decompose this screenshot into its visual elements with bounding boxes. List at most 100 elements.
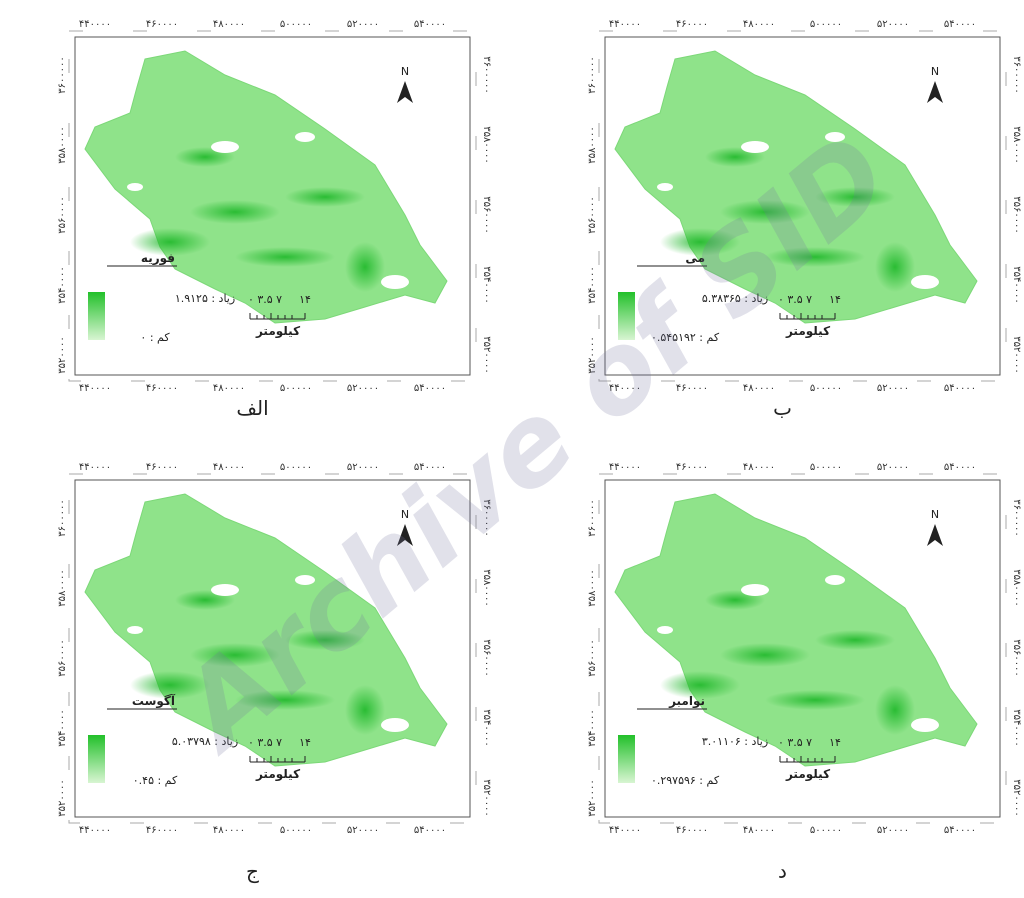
scale-start: ۰ ۳.۵ ۷ (248, 736, 282, 749)
x-tick-label: ۴۸۰۰۰۰ (213, 383, 245, 394)
x-tick-label: ۵۲۰۰۰۰ (877, 383, 909, 394)
x-tick-label: ۴۶۰۰۰۰ (676, 462, 708, 473)
x-tick-label: ۵۴۰۰۰۰ (944, 462, 976, 473)
legend-title: فوریه (141, 251, 175, 266)
x-tick-label: ۴۸۰۰۰۰ (743, 825, 775, 836)
y-tick-label: ۳۶۰۰۰۰۰ (587, 56, 598, 94)
y-tick-label: ۳۵۸۰۰۰۰ (57, 126, 68, 164)
legend-high: زیاد : ۳.۰۱۱۰۶ (702, 735, 768, 748)
high-value-zone (875, 242, 915, 292)
north-arrow (397, 81, 413, 103)
map-graticule (598, 473, 1007, 824)
no-data-patch (825, 132, 845, 142)
y-tick-label: ۳۵۶۰۰۰۰ (1011, 639, 1022, 677)
no-data-patch (295, 132, 315, 142)
x-tick-label: ۴۶۰۰۰۰ (146, 19, 178, 30)
panel-caption: الف (236, 396, 268, 420)
high-value-zone (875, 685, 915, 735)
high-value-zone (765, 690, 865, 710)
x-tick-label: ۵۲۰۰۰۰ (347, 825, 379, 836)
x-tick-label: ۴۴۰۰۰۰ (609, 462, 641, 473)
north-label: N (401, 65, 409, 78)
x-tick-label: ۵۲۰۰۰۰ (877, 462, 909, 473)
y-tick-label: ۳۵۶۰۰۰۰ (1011, 196, 1022, 234)
high-value-zone (660, 671, 740, 699)
map-panel: ۴۴۰۰۰۰ ۴۴۰۰۰۰ ۴۶۰۰۰۰ ۴۶۰۰۰۰ ۴۸۰۰۰۰ ۴۸۰۰۰۰ ۵۰۰۰… (587, 462, 1022, 836)
y-tick-label: ۳۶۰۰۰۰۰ (481, 499, 492, 537)
y-tick-label: ۳۵۸۰۰۰۰ (481, 126, 492, 164)
y-tick-label: ۳۵۲۰۰۰۰ (57, 779, 68, 817)
x-tick-label: ۴۴۰۰۰۰ (79, 383, 111, 394)
legend-low: کم : ۰.۵۴۵۱۹۲ (651, 331, 720, 344)
x-tick-label: ۵۴۰۰۰۰ (944, 825, 976, 836)
map-panel: ۴۴۰۰۰۰ ۴۴۰۰۰۰ ۴۶۰۰۰۰ ۴۶۰۰۰۰ ۴۸۰۰۰۰ ۴۸۰۰۰۰ ۵۰۰۰… (57, 19, 492, 394)
x-tick-label: ۴۸۰۰۰۰ (743, 383, 775, 394)
x-tick-label: ۵۲۰۰۰۰ (347, 19, 379, 30)
y-tick-label: ۳۶۰۰۰۰۰ (57, 499, 68, 537)
x-tick-label: ۴۴۰۰۰۰ (609, 825, 641, 836)
panel-caption: ب (773, 396, 792, 420)
panel-caption: ج (246, 859, 259, 883)
x-tick-label: ۴۸۰۰۰۰ (743, 462, 775, 473)
legend-low: کم : ۰ (140, 331, 170, 344)
y-tick-label: ۳۶۰۰۰۰۰ (1011, 56, 1022, 94)
high-value-zone (190, 643, 280, 667)
x-tick-label: ۵۲۰۰۰۰ (347, 462, 379, 473)
legend-ramp (88, 735, 105, 783)
legend-low: کم : ۰.۲۹۷۵۹۶ (651, 774, 720, 787)
scale-start: ۰ ۳.۵ ۷ (248, 293, 282, 306)
x-tick-label: ۵۲۰۰۰۰ (347, 383, 379, 394)
y-tick-label: ۳۵۴۰۰۰۰ (481, 266, 492, 304)
high-value-zone (235, 247, 335, 267)
y-tick-label: ۳۵۲۰۰۰۰ (57, 336, 68, 374)
y-tick-label: ۳۵۲۰۰۰۰ (587, 336, 598, 374)
y-tick-label: ۳۶۰۰۰۰۰ (587, 499, 598, 537)
x-tick-label: ۴۶۰۰۰۰ (676, 825, 708, 836)
y-tick-label: ۳۵۴۰۰۰۰ (587, 266, 598, 304)
high-value-zone (720, 200, 810, 224)
high-value-zone (345, 242, 385, 292)
y-tick-label: ۳۵۸۰۰۰۰ (481, 569, 492, 607)
legend-ramp (88, 292, 105, 340)
no-data-patch (381, 718, 409, 732)
no-data-patch (657, 626, 673, 634)
no-data-patch (911, 718, 939, 732)
legend-title: نوامبر (668, 694, 705, 709)
legend-title: می (685, 251, 705, 265)
x-tick-label: ۴۸۰۰۰۰ (213, 19, 245, 30)
x-tick-label: ۴۴۰۰۰۰ (79, 825, 111, 836)
high-value-zone (190, 200, 280, 224)
x-tick-label: ۴۴۰۰۰۰ (609, 383, 641, 394)
map-panel: ۴۴۰۰۰۰ ۴۴۰۰۰۰ ۴۶۰۰۰۰ ۴۶۰۰۰۰ ۴۸۰۰۰۰ ۴۸۰۰۰۰ ۵۰۰۰… (587, 19, 1022, 394)
north-label: N (931, 65, 939, 78)
no-data-patch (741, 141, 769, 153)
legend-ramp (618, 735, 635, 783)
x-tick-label: ۵۰۰۰۰۰ (280, 19, 312, 30)
high-value-zone (720, 643, 810, 667)
y-tick-label: ۳۵۴۰۰۰۰ (57, 709, 68, 747)
y-tick-label: ۳۵۶۰۰۰۰ (481, 639, 492, 677)
north-label: N (931, 508, 939, 521)
x-tick-label: ۴۶۰۰۰۰ (146, 383, 178, 394)
scale-unit: کیلومتر (785, 324, 830, 339)
high-value-zone (130, 671, 210, 699)
scale-start: ۰ ۳.۵ ۷ (778, 293, 812, 306)
y-tick-label: ۳۵۲۰۰۰۰ (1011, 336, 1022, 374)
no-data-patch (211, 584, 239, 596)
x-tick-label: ۵۴۰۰۰۰ (944, 383, 976, 394)
legend-high: زیاد : ۱.۹۱۲۵ (175, 292, 235, 305)
x-tick-label: ۵۲۰۰۰۰ (877, 825, 909, 836)
x-tick-label: ۴۸۰۰۰۰ (213, 825, 245, 836)
y-tick-label: ۳۵۴۰۰۰۰ (1011, 266, 1022, 304)
no-data-patch (825, 575, 845, 585)
no-data-patch (211, 141, 239, 153)
y-tick-label: ۳۵۸۰۰۰۰ (587, 126, 598, 164)
y-tick-label: ۳۶۰۰۰۰۰ (481, 56, 492, 94)
x-tick-label: ۵۴۰۰۰۰ (414, 383, 446, 394)
x-tick-label: ۴۴۰۰۰۰ (79, 462, 111, 473)
y-tick-label: ۳۵۲۰۰۰۰ (1011, 779, 1022, 817)
map-panel: ۴۴۰۰۰۰ ۴۴۰۰۰۰ ۴۶۰۰۰۰ ۴۶۰۰۰۰ ۴۸۰۰۰۰ ۴۸۰۰۰۰ ۵۰۰۰… (57, 462, 492, 836)
scale-unit: کیلومتر (255, 324, 300, 339)
north-arrow (927, 81, 943, 103)
